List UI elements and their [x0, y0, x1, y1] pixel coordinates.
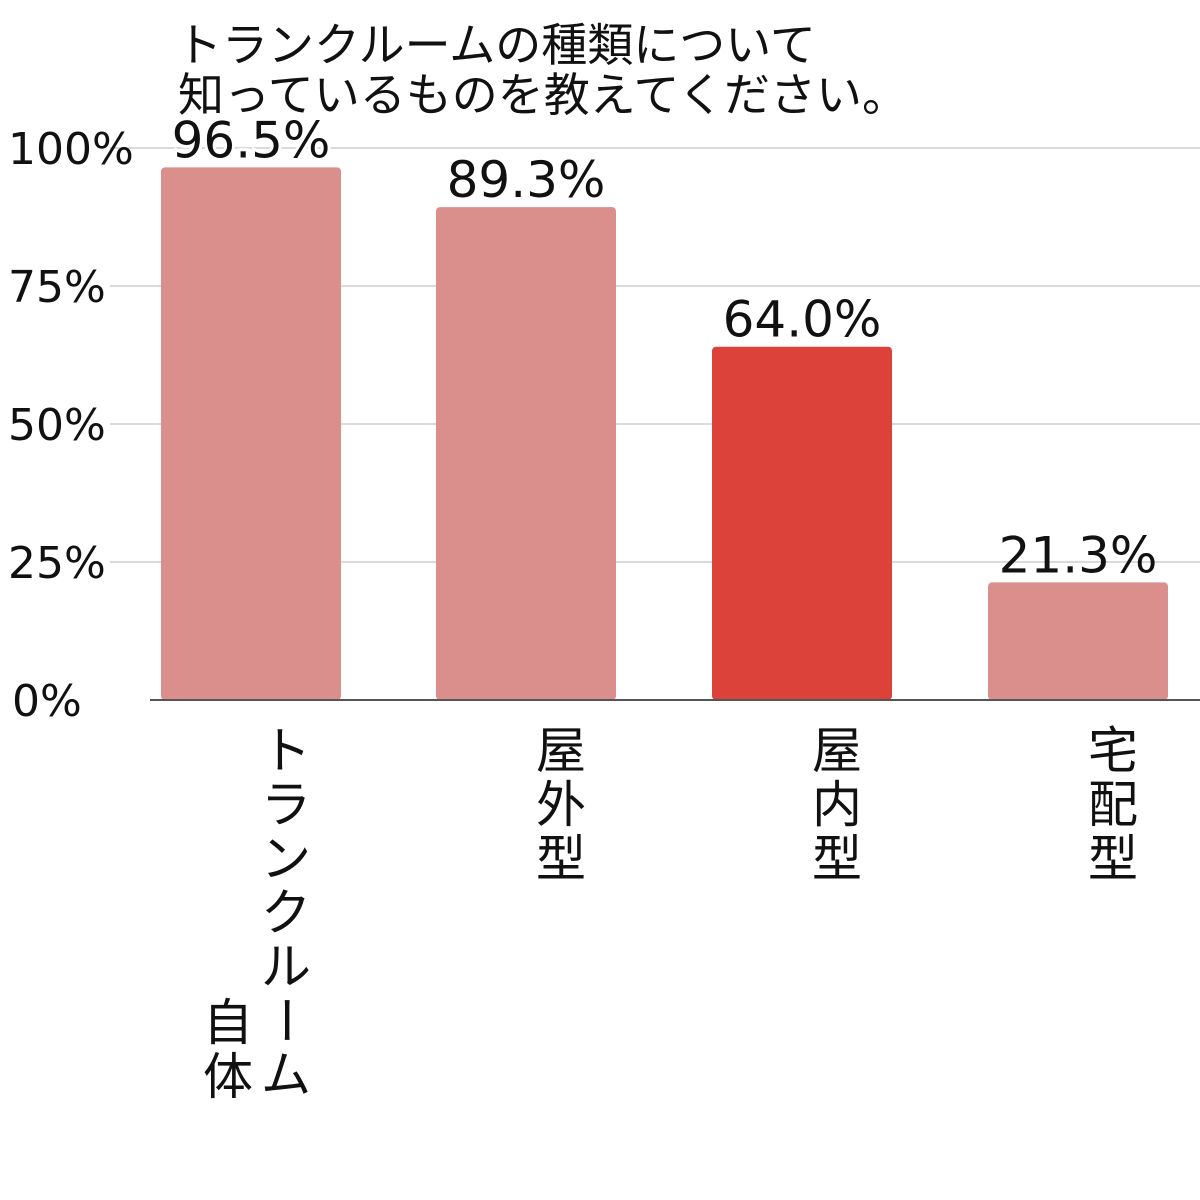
y-tick-label-75: 75% — [8, 262, 106, 313]
bars — [161, 167, 1168, 700]
chart-title-line-1: トランクルームの種類について — [176, 18, 816, 72]
category-label-3-0-1: 配 — [1088, 776, 1138, 834]
category-label-3-0-0: 宅 — [1088, 722, 1138, 780]
category-label-0-0-5: ー — [256, 995, 314, 1045]
y-tick-label-100: 100% — [8, 124, 134, 175]
value-labels: 96.5% 89.3% 64.0% 21.3% — [169, 108, 1158, 584]
y-tick-label-25: 25% — [8, 538, 106, 589]
category-label-0-0-0: ト — [261, 722, 311, 780]
value-label-3: 21.3% — [999, 526, 1158, 584]
value-label-2: 64.0% — [723, 291, 882, 349]
category-label-0-0-6: ム — [261, 1046, 311, 1104]
category-label-3-0-2: 型 — [1088, 830, 1138, 888]
category-label-2-0-2: 型 — [812, 830, 862, 888]
category-label-0-0-2: ン — [261, 830, 311, 888]
bar-1 — [436, 207, 616, 700]
value-label-0: 96.5% — [172, 111, 331, 169]
category-label-0-0-3: ク — [261, 884, 311, 942]
category-label-0-0-1: ラ — [261, 776, 311, 834]
category-label-0-0-4: ル — [261, 938, 311, 996]
category-label-0-1-1: 体 — [203, 1048, 253, 1106]
category-label-1-0-0: 屋 — [536, 722, 586, 780]
value-label-1: 89.3% — [447, 151, 606, 209]
y-tick-label-50: 50% — [8, 400, 106, 451]
category-label-0-1-0: 自 — [203, 994, 253, 1052]
category-label-1-0-1: 外 — [536, 776, 586, 834]
bar-3 — [988, 582, 1168, 700]
category-label-1-0-2: 型 — [536, 830, 586, 888]
chart-title: トランクルームの種類について 知っているものを教えてください。 — [176, 20, 908, 120]
bar-2 — [712, 346, 892, 700]
category-label-2-0-0: 屋 — [812, 722, 862, 780]
y-tick-label-0: 0% — [12, 676, 82, 727]
category-label-2-0-1: 内 — [812, 776, 862, 834]
chart-title-line-2: 知っているものを教えてください。 — [178, 68, 909, 122]
bar-0 — [161, 167, 341, 700]
y-axis-tick-labels: 0% 25% 50% 75% 100% — [8, 124, 134, 727]
